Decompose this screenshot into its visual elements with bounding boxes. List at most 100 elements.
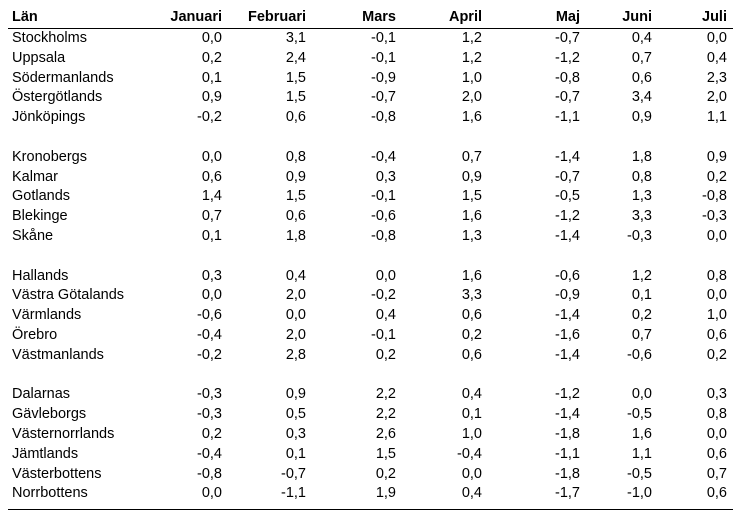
table-row: Stockholms 0,0 3,1 -0,1 1,2 -0,7 0,4 0,0 [8,29,733,49]
table-cell: 0,3 [201,267,222,284]
table-cell: -0,7 [371,89,396,106]
table-cell: -0,7 [281,465,306,482]
table-cell: -1,7 [555,485,580,502]
table-cell: 0,0 [706,30,727,46]
table-cell: 1,1 [706,109,727,126]
table-cell: 1,2 [461,49,482,66]
table-cell: 1,0 [461,425,482,442]
table-cell: 3,3 [461,287,482,304]
table-cell: 1,9 [375,485,396,502]
table-cell: 1,5 [375,445,396,462]
table-row: Kronobergs 0,0 0,8 -0,4 0,7 -1,4 1,8 0,9 [8,148,733,168]
table-cell: 0,8 [631,168,652,185]
table-cell: -0,1 [371,188,396,205]
table-cell: -0,1 [371,30,396,46]
table-cell: 0,2 [631,307,652,324]
table-cell: -1,2 [555,208,580,225]
table-cell: -1,2 [555,49,580,66]
table-row: Uppsala 0,2 2,4 -0,1 1,2 -1,2 0,7 0,4 [8,49,733,69]
table-cell: -0,7 [555,89,580,106]
table-cell: -1,0 [627,485,652,502]
table-row: Västra Götalands 0,0 2,0 -0,2 3,3 -0,9 0,1 0,0 [8,286,733,306]
county-name: Skåne [12,227,54,244]
table-cell: 0,7 [631,326,652,343]
table-cell: 2,6 [375,425,396,442]
county-name: Södermanlands [12,69,114,86]
table-cell: 0,0 [706,227,727,244]
table-cell: 0,0 [201,485,222,502]
table-cell: 1,4 [201,188,222,205]
table-cell: 1,3 [461,227,482,244]
table-cell: -0,7 [555,168,580,185]
table-cell: 0,0 [706,425,727,442]
group-spacer [8,247,733,267]
table-row: Värmlands -0,6 0,0 0,4 0,6 -1,4 0,2 1,0 [8,306,733,326]
table-cell: 0,8 [285,148,306,165]
table-cell: -0,4 [371,148,396,165]
table-cell: 0,1 [631,287,652,304]
table-cell: -1,4 [555,148,580,165]
table-cell: 1,8 [285,227,306,244]
table-cell: 0,9 [461,168,482,185]
table-cell: -0,3 [197,406,222,423]
table-cell: 2,4 [285,49,306,66]
county-name: Västernorrlands [12,425,115,442]
table-cell: 0,6 [285,109,306,126]
table-cell: 0,7 [631,49,652,66]
table-cell: 0,0 [631,386,652,403]
table-cell: 0,7 [201,208,222,225]
table-cell: 0,7 [706,465,727,482]
table-cell: 0,4 [375,307,396,324]
table-cell: -0,3 [702,208,727,225]
table-cell: 0,6 [706,326,727,343]
table-cell: 2,2 [375,406,396,423]
table-row: Dalarnas -0,3 0,9 2,2 0,4 -1,2 0,0 0,3 [8,385,733,405]
table-cell: 0,3 [706,386,727,403]
table-cell: 1,6 [461,109,482,126]
table-cell: 2,0 [461,89,482,106]
table-cell: 0,2 [201,49,222,66]
table-cell: 1,5 [461,188,482,205]
table-cell: 0,3 [375,168,396,185]
county-name: Gotlands [12,188,71,205]
table-row: Blekinge 0,7 0,6 -0,6 1,6 -1,2 3,3 -0,3 [8,207,733,227]
table-cell: -1,2 [555,386,580,403]
table-cell: 1,5 [285,89,306,106]
table-cell: 1,6 [461,208,482,225]
table-cell: 2,0 [285,326,306,343]
table-cell: 1,5 [285,188,306,205]
table-cell: 0,6 [461,307,482,324]
table-cell: -0,1 [371,326,396,343]
table-cell: -0,8 [371,109,396,126]
table-cell: 0,6 [631,69,652,86]
table-row: Gotlands 1,4 1,5 -0,1 1,5 -0,5 1,3 -0,8 [8,187,733,207]
table-cell: -0,6 [627,346,652,363]
county-name: Dalarnas [12,386,71,403]
county-name: Gävleborgs [12,406,87,423]
table-cell: 0,4 [706,49,727,66]
county-name: Västerbottens [12,465,102,482]
table-cell: 0,9 [201,89,222,106]
table-cell: -0,7 [555,30,580,46]
table-cell: 0,0 [706,287,727,304]
table-cell: 0,4 [631,30,652,46]
table-cell: -0,5 [555,188,580,205]
table-cell: 0,8 [706,267,727,284]
header-juni: Juni [622,9,652,25]
table-row: Hallands 0,3 0,4 0,0 1,6 -0,6 1,2 0,8 [8,267,733,287]
table-row: Kalmar 0,6 0,9 0,3 0,9 -0,7 0,8 0,2 [8,168,733,188]
table-body: Stockholms 0,0 3,1 -0,1 1,2 -0,7 0,4 0,0 Uppsala… [8,29,733,504]
table-row: Norrbottens 0,0 -1,1 1,9 0,4 -1,7 -1,0 0,6 [8,484,733,504]
table-cell: -0,8 [197,465,222,482]
table-cell: 0,9 [285,386,306,403]
table-row: Örebro -0,4 2,0 -0,1 0,2 -1,6 0,7 0,6 [8,326,733,346]
table-cell: 1,2 [631,267,652,284]
table-cell: 3,4 [631,89,652,106]
table-cell: 0,0 [201,148,222,165]
header-lan: Län [12,9,38,25]
table-cell: 0,6 [706,485,727,502]
table-cell: 0,2 [201,425,222,442]
table-cell: -0,3 [627,227,652,244]
table-cell: -0,4 [197,326,222,343]
table-cell: -0,9 [371,69,396,86]
